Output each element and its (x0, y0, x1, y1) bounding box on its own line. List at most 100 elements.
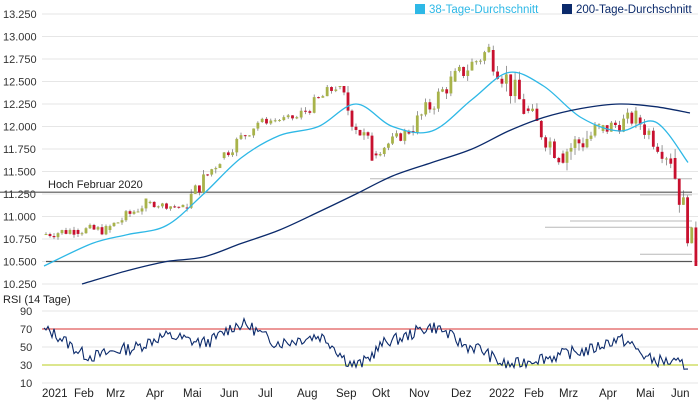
candle-body (265, 118, 268, 124)
price-y-tick-label: 10.750 (3, 234, 37, 246)
candle-body (449, 76, 453, 94)
candle-body (531, 108, 534, 111)
legend-swatch-ma200 (562, 4, 572, 14)
candle-body (108, 226, 112, 230)
candle-body (382, 147, 386, 154)
x-tick-label: Mrz (559, 388, 578, 400)
price-y-tick-label: 13.250 (3, 9, 37, 21)
candle-body (304, 110, 307, 112)
candle-body (312, 97, 316, 113)
x-tick-label: Dez (451, 388, 472, 400)
x-tick-label: Mai (183, 388, 202, 400)
candle-body (673, 158, 677, 179)
moving-average-lines (43, 71, 691, 285)
candle-body (84, 228, 88, 234)
candle-body (428, 102, 432, 110)
price-y-tick-label: 11.000 (3, 212, 36, 224)
candle-body (436, 91, 440, 109)
candle-body (424, 102, 428, 115)
candle-body (169, 206, 173, 209)
rsi-title-group: RSI (14 Tage) (3, 294, 71, 306)
candle-body (148, 201, 152, 203)
candle-body (630, 112, 634, 124)
candle-body (651, 130, 655, 147)
rsi-y-tick-label: 30 (20, 360, 32, 372)
price-y-axis: 13.250 13.000 12.750 12.500 12.250 12.000 11.7… (3, 9, 37, 291)
candle-body (120, 220, 124, 223)
candle-body (140, 208, 144, 212)
candle-body (573, 139, 577, 148)
candle-body (295, 117, 299, 119)
candle-body (561, 153, 565, 163)
candle-body (453, 70, 457, 82)
ma38-line (43, 71, 689, 267)
legend: 38-Tage-Durchschnitt 200-Tage-Durchschnit… (415, 4, 693, 16)
candle-body (518, 79, 521, 100)
candle-body (565, 151, 569, 163)
candle-body (647, 130, 651, 135)
candle-body (231, 152, 234, 156)
candle-body (325, 87, 329, 97)
candle-body (618, 125, 621, 132)
price-y-tick-label: 12.750 (3, 54, 37, 66)
candle-body (432, 108, 436, 110)
candle-body (466, 70, 470, 76)
rsi-y-tick-label: 50 (20, 342, 32, 354)
candle-body (112, 222, 116, 227)
candle-body (218, 164, 222, 169)
candle-body (496, 71, 499, 79)
candle-body (557, 157, 561, 163)
x-tick-label: Apr (146, 388, 164, 400)
candle-body (334, 89, 338, 91)
candle-body (500, 78, 504, 84)
legend-label-ma200: 200-Tage-Durchschnitt (576, 4, 693, 16)
candle-body (256, 122, 260, 129)
rsi-line (43, 316, 689, 370)
x-tick-label: Apr (599, 388, 617, 400)
candle-body (235, 138, 239, 153)
candle-body (243, 135, 247, 137)
candle-body (44, 234, 48, 236)
candle-body (96, 227, 100, 230)
candle-body (338, 86, 342, 87)
candle-body (613, 122, 617, 126)
candle-body (445, 89, 449, 94)
candle-body (487, 46, 491, 53)
candle-body (317, 97, 320, 99)
candle-body (391, 136, 394, 144)
candle-body (181, 204, 185, 208)
candle-body (350, 110, 354, 127)
candle-body (88, 224, 92, 229)
price-candles (44, 43, 698, 266)
candle-body (214, 168, 218, 170)
candle-body (399, 133, 403, 141)
candle-body (128, 211, 132, 214)
x-tick-label: 2021 (42, 388, 68, 400)
candle-body (366, 132, 370, 136)
candle-body (48, 234, 52, 237)
candle-body (441, 89, 444, 92)
legend-swatch-ma38 (415, 4, 425, 14)
candle-body (526, 108, 530, 111)
candle-body (278, 120, 281, 122)
candle-body (682, 197, 685, 205)
rsi-title: RSI (14 Tage) (3, 294, 71, 306)
rsi-y-tick-label: 70 (20, 324, 32, 336)
candle-body (378, 153, 382, 156)
candle-body (407, 130, 411, 134)
candle-body (273, 120, 277, 122)
candle-body (669, 158, 673, 164)
candle-body (56, 233, 60, 238)
candle-body (222, 152, 226, 158)
candle-body (206, 174, 210, 176)
candle-body (100, 227, 104, 235)
candle-body (420, 114, 423, 116)
price-y-tick-label: 11.250 (3, 189, 36, 201)
candle-body (374, 153, 378, 156)
candle-body (189, 193, 193, 208)
candle-body (626, 112, 630, 119)
candle-body (72, 229, 76, 235)
candle-body (210, 169, 214, 175)
candle-body (68, 229, 72, 234)
